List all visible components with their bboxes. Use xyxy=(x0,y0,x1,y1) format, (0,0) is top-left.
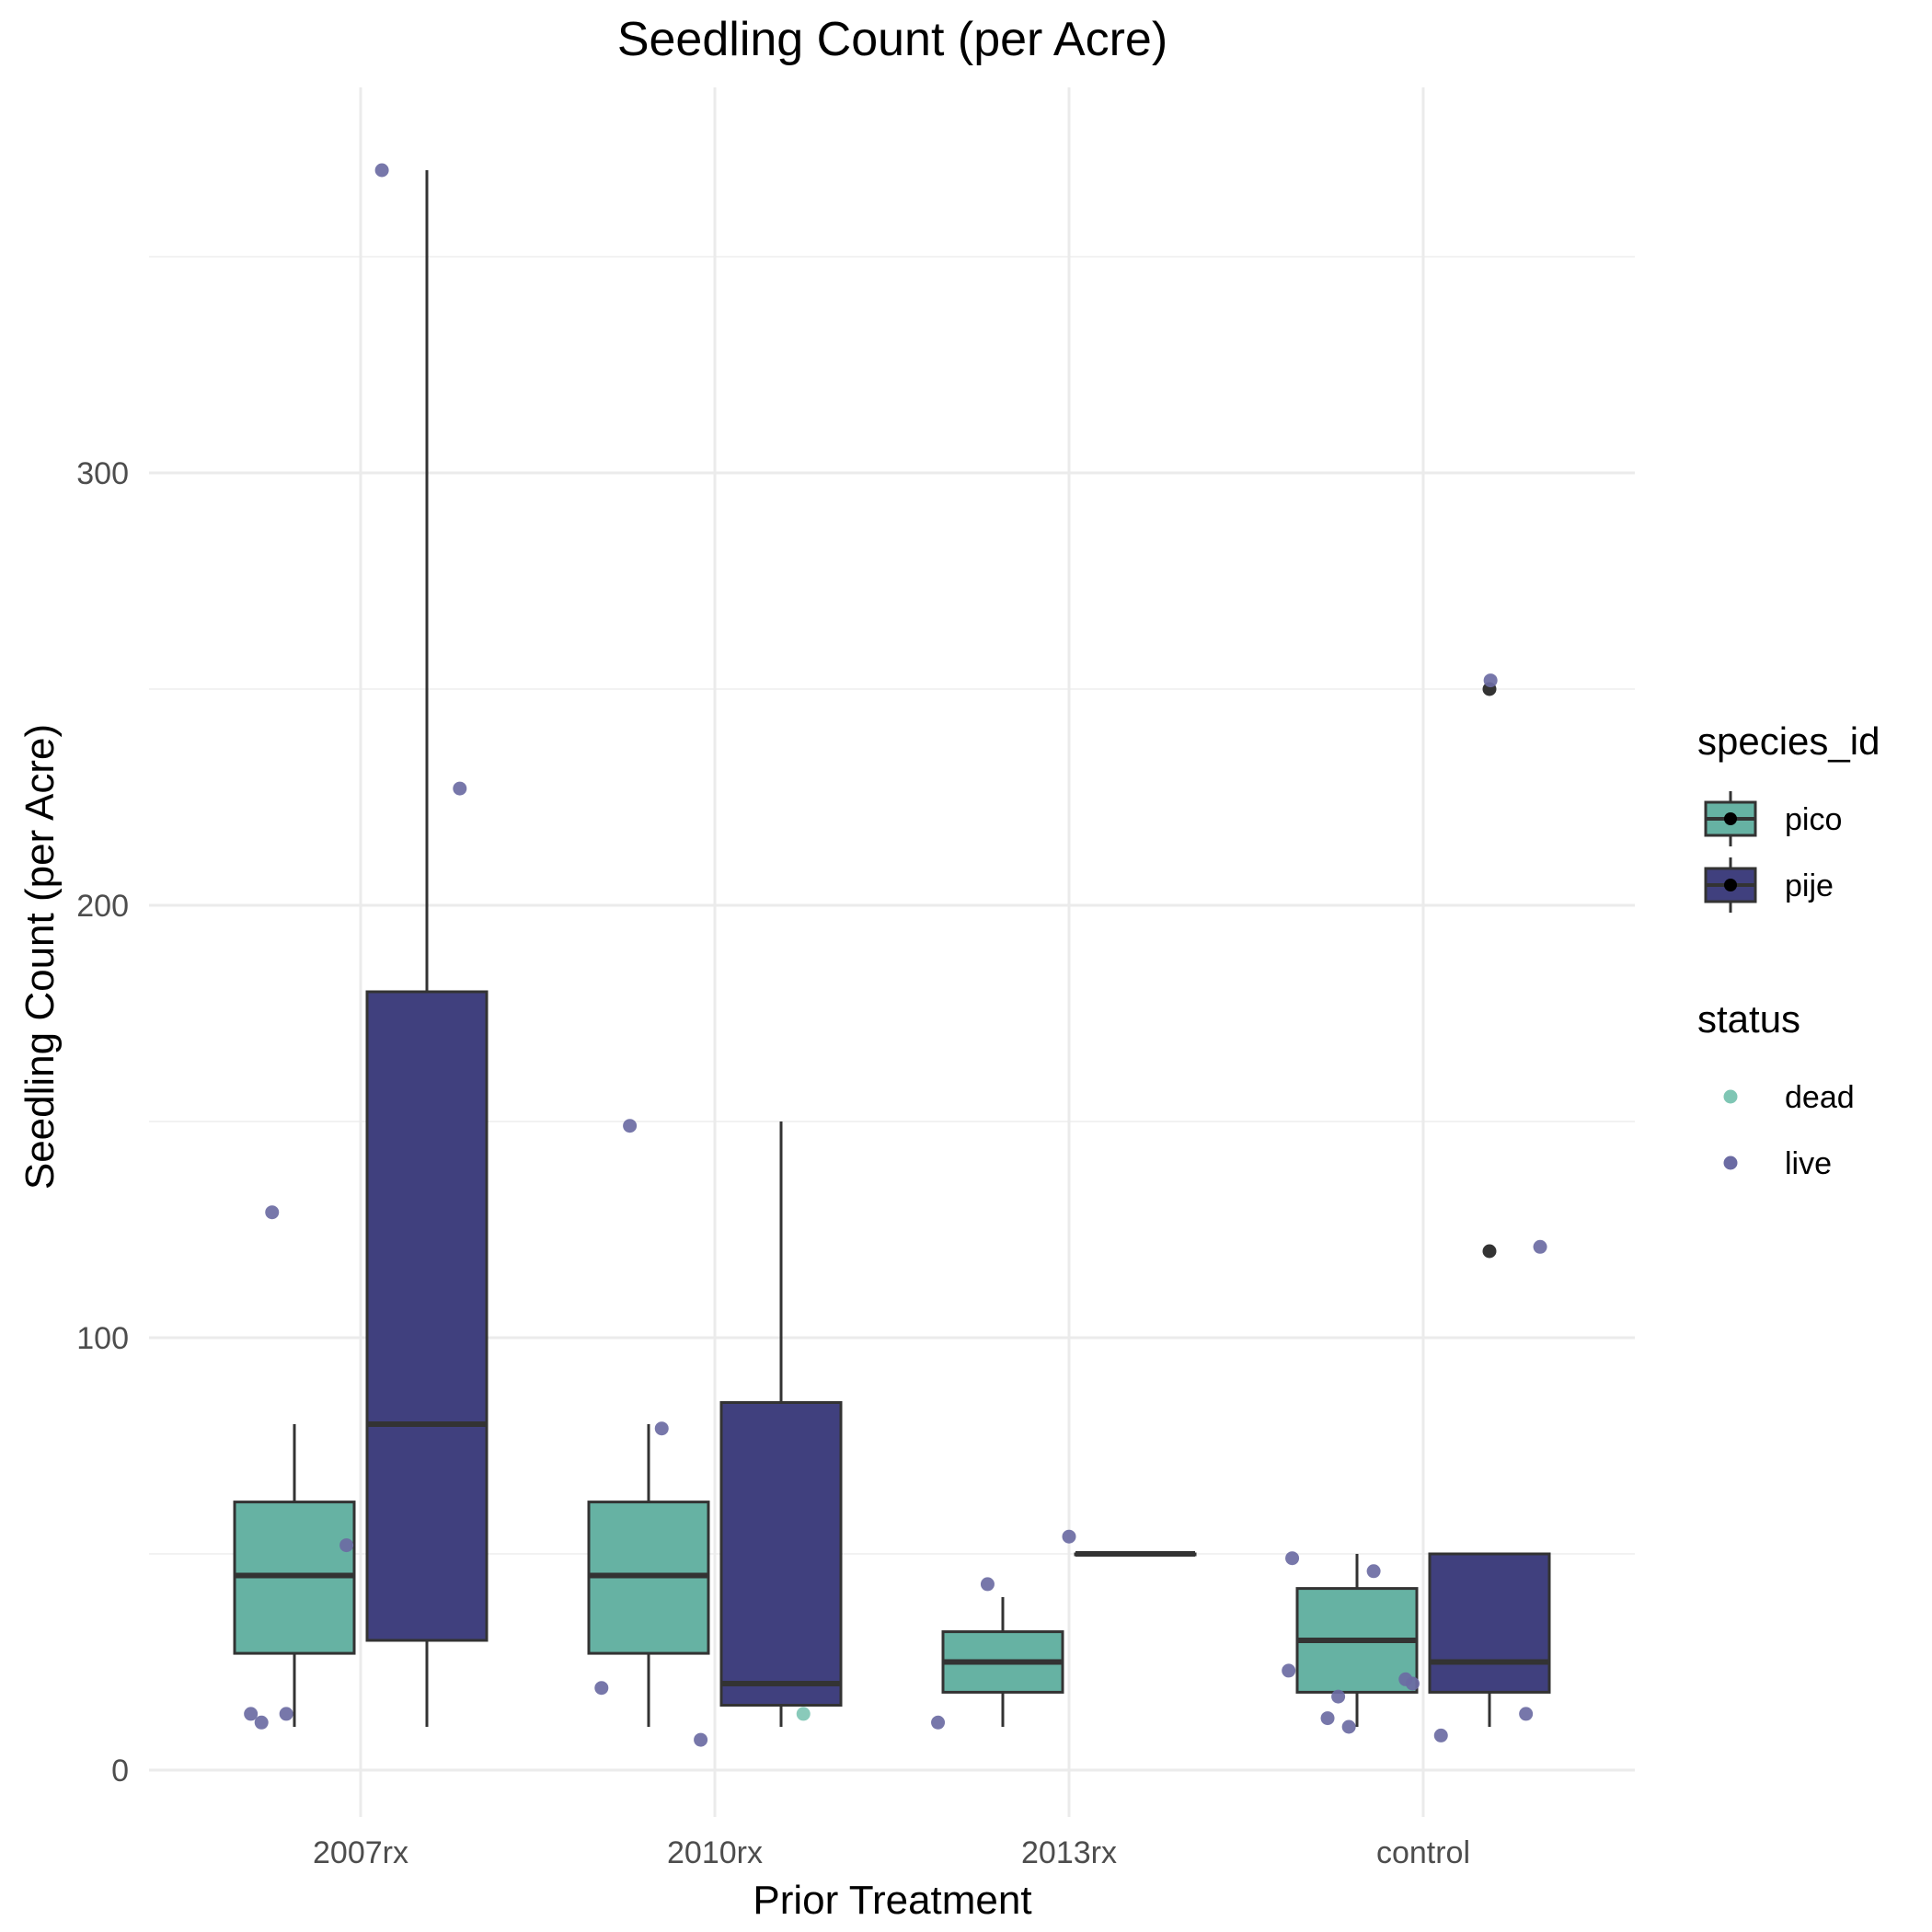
legend-label-live: live xyxy=(1785,1146,1832,1181)
point-live xyxy=(1331,1689,1346,1704)
y-tick-label: 200 xyxy=(76,889,129,924)
box-pije-2013rx xyxy=(1074,1551,1197,1557)
point-live xyxy=(594,1681,609,1696)
legend-title-species: species_id xyxy=(1697,719,1880,763)
box-pico-2007rx xyxy=(233,1424,356,1727)
y-tick-label: 300 xyxy=(76,456,129,491)
point-live xyxy=(1366,1564,1381,1579)
legend-key-point xyxy=(1724,879,1737,891)
point-live xyxy=(1433,1728,1448,1742)
legend-key-dead xyxy=(1723,1089,1738,1104)
point-live xyxy=(1285,1551,1300,1566)
y-axis-title: Seedling Count (per Acre) xyxy=(17,724,63,1190)
point-live xyxy=(1405,1676,1420,1691)
box-pije-control xyxy=(1428,682,1551,1727)
point-live xyxy=(453,781,467,796)
point-live xyxy=(1320,1711,1335,1726)
box-body xyxy=(719,1401,843,1707)
point-live xyxy=(654,1421,669,1436)
box-body xyxy=(365,990,489,1642)
point-live xyxy=(374,163,389,178)
box-pico-2013rx xyxy=(941,1597,1064,1727)
x-axis-title: Prior Treatment xyxy=(753,1878,1031,1923)
point-live xyxy=(1062,1529,1076,1544)
legend-key-live xyxy=(1723,1156,1738,1170)
box-outlier xyxy=(1482,1244,1497,1259)
legend-title-status: status xyxy=(1697,997,1800,1041)
point-live xyxy=(1282,1663,1296,1678)
box-pico-2010rx xyxy=(587,1424,710,1727)
point-live xyxy=(623,1119,638,1133)
legend-label-dead: dead xyxy=(1785,1080,1855,1115)
point-live xyxy=(694,1732,708,1747)
legend-key-point xyxy=(1724,812,1737,825)
chart-title: Seedling Count (per Acre) xyxy=(617,13,1167,66)
y-tick-label: 0 xyxy=(111,1754,129,1788)
legend-key-pico xyxy=(1704,791,1757,846)
x-tick-label: 2010rx xyxy=(667,1835,763,1870)
x-tick-label: 2013rx xyxy=(1021,1835,1117,1870)
point-live xyxy=(980,1577,995,1592)
box-pije-2007rx xyxy=(365,170,489,1727)
x-tick-label: 2007rx xyxy=(313,1835,408,1870)
point-live xyxy=(931,1715,946,1730)
box-pije-2010rx xyxy=(719,1121,843,1727)
box-pico-control xyxy=(1295,1554,1419,1727)
point-live xyxy=(279,1707,293,1721)
jitter-points xyxy=(244,163,1547,1747)
point-live xyxy=(254,1715,269,1730)
point-live xyxy=(1533,1239,1547,1254)
y-axis-ticks: 0 100 200 300 xyxy=(76,456,129,1788)
point-live xyxy=(265,1205,280,1220)
legend-key-pije xyxy=(1704,857,1757,913)
box-body xyxy=(1428,1552,1551,1694)
point-live xyxy=(1519,1707,1534,1721)
point-live xyxy=(244,1707,259,1721)
point-live xyxy=(339,1538,354,1553)
box-series xyxy=(233,170,1551,1727)
x-axis-ticks: 2007rx 2010rx 2013rx control xyxy=(313,1835,1470,1870)
legend-label-pije: pije xyxy=(1785,868,1834,903)
point-live xyxy=(1483,673,1498,688)
legend-label-pico: pico xyxy=(1785,802,1842,837)
x-tick-label: control xyxy=(1376,1835,1470,1870)
y-tick-label: 100 xyxy=(76,1321,129,1356)
point-dead xyxy=(796,1707,811,1721)
point-live xyxy=(1341,1719,1356,1734)
